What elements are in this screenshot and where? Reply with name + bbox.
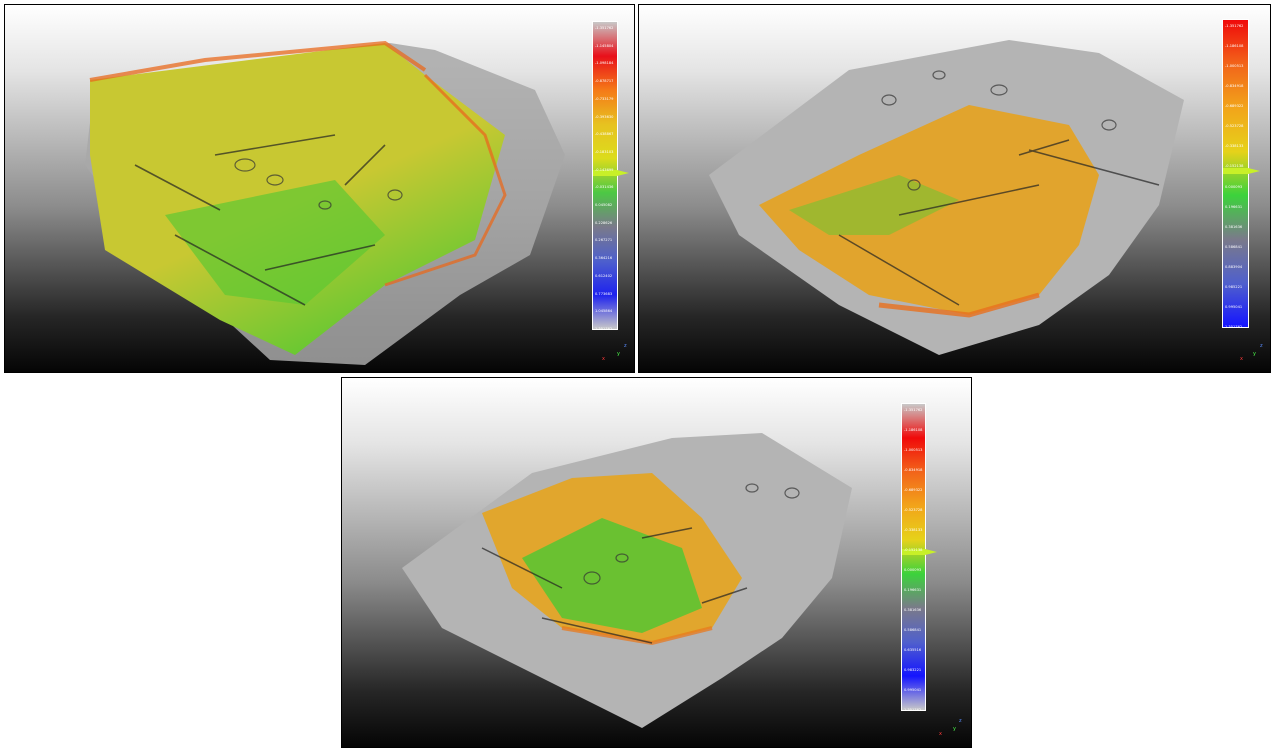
- scale-tick-label: 0.995041: [904, 688, 922, 692]
- scale-tick-label: -1.186108: [1225, 44, 1244, 49]
- scale-tick-label: -0.152138: [1225, 164, 1244, 169]
- scale-tick-label: -1.351762: [595, 26, 614, 30]
- rim-highlight-right: [384, 73, 507, 287]
- scale-tick-label: 0.196631: [1225, 204, 1243, 209]
- scale-tick-label: -0.438867: [595, 132, 614, 137]
- mound-markers: [583, 483, 800, 585]
- scale-tick-label: -0.338133: [904, 528, 923, 532]
- scale-tick-label: -0.143699: [595, 167, 614, 172]
- scale-tick-label: -0.183103: [595, 149, 614, 154]
- scale-bar-marker: [902, 549, 937, 555]
- scale-tick-label: -0.878717: [595, 79, 614, 84]
- axis-x-label: x: [1240, 356, 1243, 362]
- scale-bar-marker: [1223, 168, 1260, 174]
- mound-markers: [881, 70, 1117, 191]
- scale-tick-label: 0.267271: [595, 238, 613, 243]
- axis-y-label: y: [1253, 351, 1256, 357]
- scale-tick-label: -1.000513: [904, 448, 923, 452]
- scale-tick-label: -0.523728: [1225, 124, 1244, 129]
- scale-tick-label: 0.586841: [1225, 244, 1243, 249]
- axis-x-label: x: [939, 731, 942, 737]
- scale-tick-label: -0.689322: [1225, 104, 1244, 109]
- scale-tick-label: 0.045082: [595, 203, 613, 208]
- scale-tick-label: 0.773683: [595, 291, 613, 296]
- scale-tick-label: -1.351762: [904, 408, 923, 412]
- wall-lines: [134, 134, 386, 306]
- scale-tick-label: 0.883904: [1225, 264, 1243, 269]
- scale-tick-label: 1.351762: [1225, 325, 1243, 329]
- scale-tick-label: -0.689322: [904, 488, 923, 492]
- green-patch: [522, 518, 702, 633]
- scale-tick-label: 0.995041: [1225, 304, 1243, 309]
- scale-tick-label: -0.338133: [1225, 144, 1244, 149]
- scale-tick-label: -0.523728: [904, 508, 923, 512]
- axis-y-label: y: [617, 351, 620, 357]
- scale-tick-label: 0.000093: [1225, 184, 1243, 189]
- color-scale-bar: [592, 21, 629, 330]
- scale-tick-label: -1.145804: [595, 43, 614, 48]
- scale-tick-label: 0.381636: [904, 608, 922, 612]
- axis-x-label: x: [602, 356, 605, 362]
- scale-bar-marker: [593, 170, 629, 176]
- scale-tick-label: -0.834918: [904, 468, 923, 472]
- wall-lines: [838, 139, 1160, 306]
- scale-tick-label: -1.098184: [595, 61, 614, 66]
- point-cloud-scene[interactable]: [342, 378, 972, 748]
- scale-tick-label: -0.834918: [1225, 84, 1244, 89]
- scale-tick-label: 1.045864: [595, 309, 613, 314]
- scale-tick-label: 0.612402: [595, 273, 613, 278]
- point-cloud-scene[interactable]: [5, 5, 635, 373]
- wall-lines: [481, 527, 748, 644]
- scale-tick-label: 0.196631: [904, 588, 922, 592]
- scale-tick-label: 1.351762: [904, 708, 922, 712]
- scale-tick-label: -0.152138: [904, 548, 923, 552]
- scale-tick-label: 0.983221: [904, 668, 922, 672]
- green-patch: [165, 180, 385, 305]
- viewport-panel-b[interactable]: 1.351762 0.995041 0.985221 0.883904 0.586841…: [638, 4, 1271, 373]
- scale-tick-label: 0.228626: [595, 220, 613, 225]
- rim-highlight: [89, 40, 427, 82]
- axis-z-label: z: [959, 718, 962, 724]
- scale-tick-label: 0.985221: [1225, 284, 1243, 289]
- scale-tick-label: -1.351762: [1225, 24, 1244, 28]
- color-scale-bar: [901, 403, 937, 711]
- color-scale-bar: [1222, 19, 1260, 328]
- viewport-panel-a[interactable]: 1.351762 1.045864 0.773683 0.612402 0.364216…: [4, 4, 635, 373]
- scale-tick-label: -1.000513: [1225, 64, 1244, 69]
- point-cloud-scene[interactable]: [639, 5, 1271, 373]
- axis-z-label: z: [624, 343, 627, 349]
- mound-markers: [234, 158, 403, 210]
- scale-tick-label: 0.381636: [1225, 224, 1243, 229]
- rim-highlight: [878, 292, 1040, 318]
- scale-tick-label: 0.586841: [904, 628, 922, 632]
- scale-tick-label: 0.635516: [904, 648, 922, 652]
- scale-tick-label: -0.031436: [595, 185, 614, 190]
- scale-tick-label: 0.364216: [595, 256, 613, 261]
- scale-tick-label: -1.186108: [904, 428, 923, 432]
- axis-z-label: z: [1260, 343, 1263, 349]
- scale-bar-gradient: [902, 404, 925, 710]
- scale-tick-label: 1.351762: [595, 327, 613, 331]
- viewport-panel-c[interactable]: 1.351762 0.995041 0.983221 0.635516 0.586841…: [341, 377, 972, 748]
- scale-tick-label: 0.000093: [904, 568, 922, 572]
- scale-tick-label: -0.393630: [595, 114, 614, 119]
- axis-y-label: y: [953, 726, 956, 732]
- scale-tick-label: -0.733179: [595, 96, 614, 101]
